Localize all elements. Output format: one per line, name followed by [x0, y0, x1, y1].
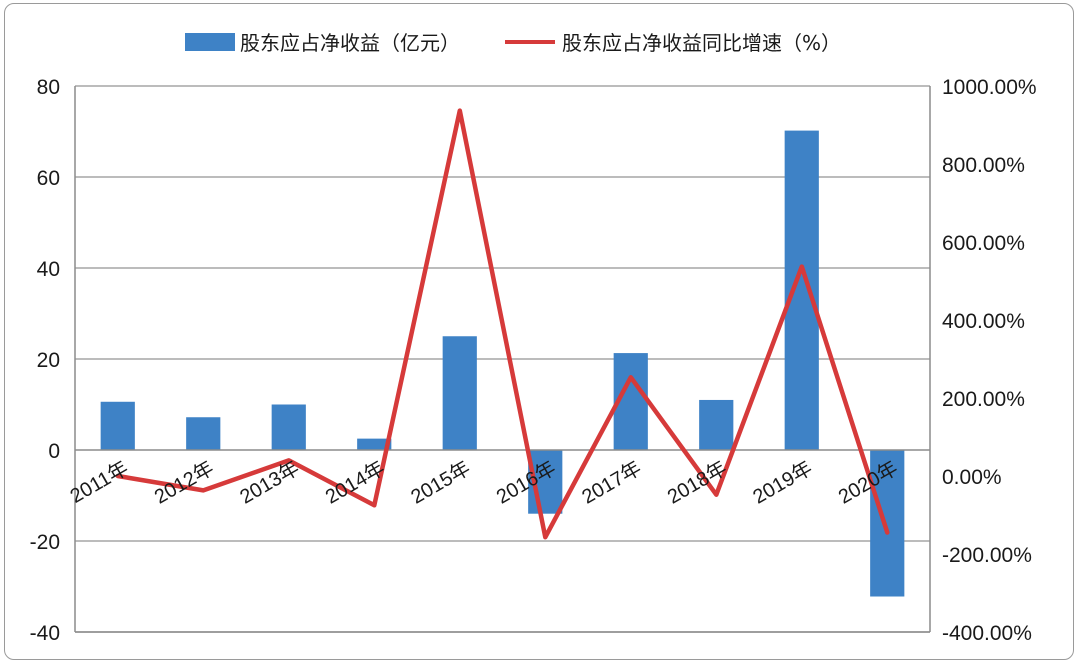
bar — [186, 417, 221, 450]
x-tick-label: 2013年 — [236, 456, 303, 508]
x-tick-label: 2015年 — [407, 456, 474, 508]
x-tick-label: 2011年 — [66, 456, 132, 507]
legend: 股东应占净收益（亿元） 股东应占净收益同比增速（%） — [185, 31, 841, 55]
right-y-tick-label: 200.00% — [942, 388, 1025, 411]
right-y-axis: 1000.00% 800.00% 600.00% 400.00% 200.00% 0.00… — [942, 76, 1037, 645]
left-y-tick-label: 20 — [37, 349, 60, 372]
left-y-tick-label: -20 — [30, 531, 60, 554]
bar — [870, 450, 905, 597]
bar — [357, 438, 392, 450]
x-tick-label: 2019年 — [749, 456, 816, 508]
bar-series — [100, 130, 905, 597]
axes — [74, 86, 931, 633]
bar — [784, 130, 819, 450]
legend-bar-label: 股东应占净收益（亿元） — [240, 31, 460, 55]
growth-line — [115, 108, 890, 540]
left-y-tick-label: 60 — [37, 167, 60, 190]
bar — [699, 399, 734, 450]
right-y-tick-label: -400.00% — [942, 622, 1032, 645]
line-series — [115, 108, 890, 540]
left-y-tick-label: -40 — [30, 622, 60, 645]
right-y-tick-label: -200.00% — [942, 544, 1032, 567]
bar — [442, 336, 477, 450]
right-y-tick-label: 600.00% — [942, 232, 1025, 255]
right-y-tick-label: 1000.00% — [942, 76, 1037, 99]
right-y-tick-label: 400.00% — [942, 310, 1025, 333]
x-tick-label: 2017年 — [578, 456, 645, 508]
right-y-tick-label: 800.00% — [942, 154, 1025, 177]
legend-line-label: 股东应占净收益同比增速（%） — [562, 31, 841, 55]
left-y-tick-label: 40 — [37, 258, 60, 281]
left-y-tick-label: 0 — [48, 440, 60, 463]
left-y-tick-label: 80 — [37, 76, 60, 99]
bar — [271, 404, 306, 450]
legend-bar-swatch — [185, 33, 235, 51]
right-y-tick-label: 0.00% — [942, 466, 1002, 489]
x-axis: 2011年 2012年 2013年 2014年 2015年 2016年 2017年 2018年… — [66, 456, 902, 508]
left-y-axis: 80 60 40 20 0 -20 -40 — [30, 76, 60, 645]
bar — [100, 401, 135, 450]
